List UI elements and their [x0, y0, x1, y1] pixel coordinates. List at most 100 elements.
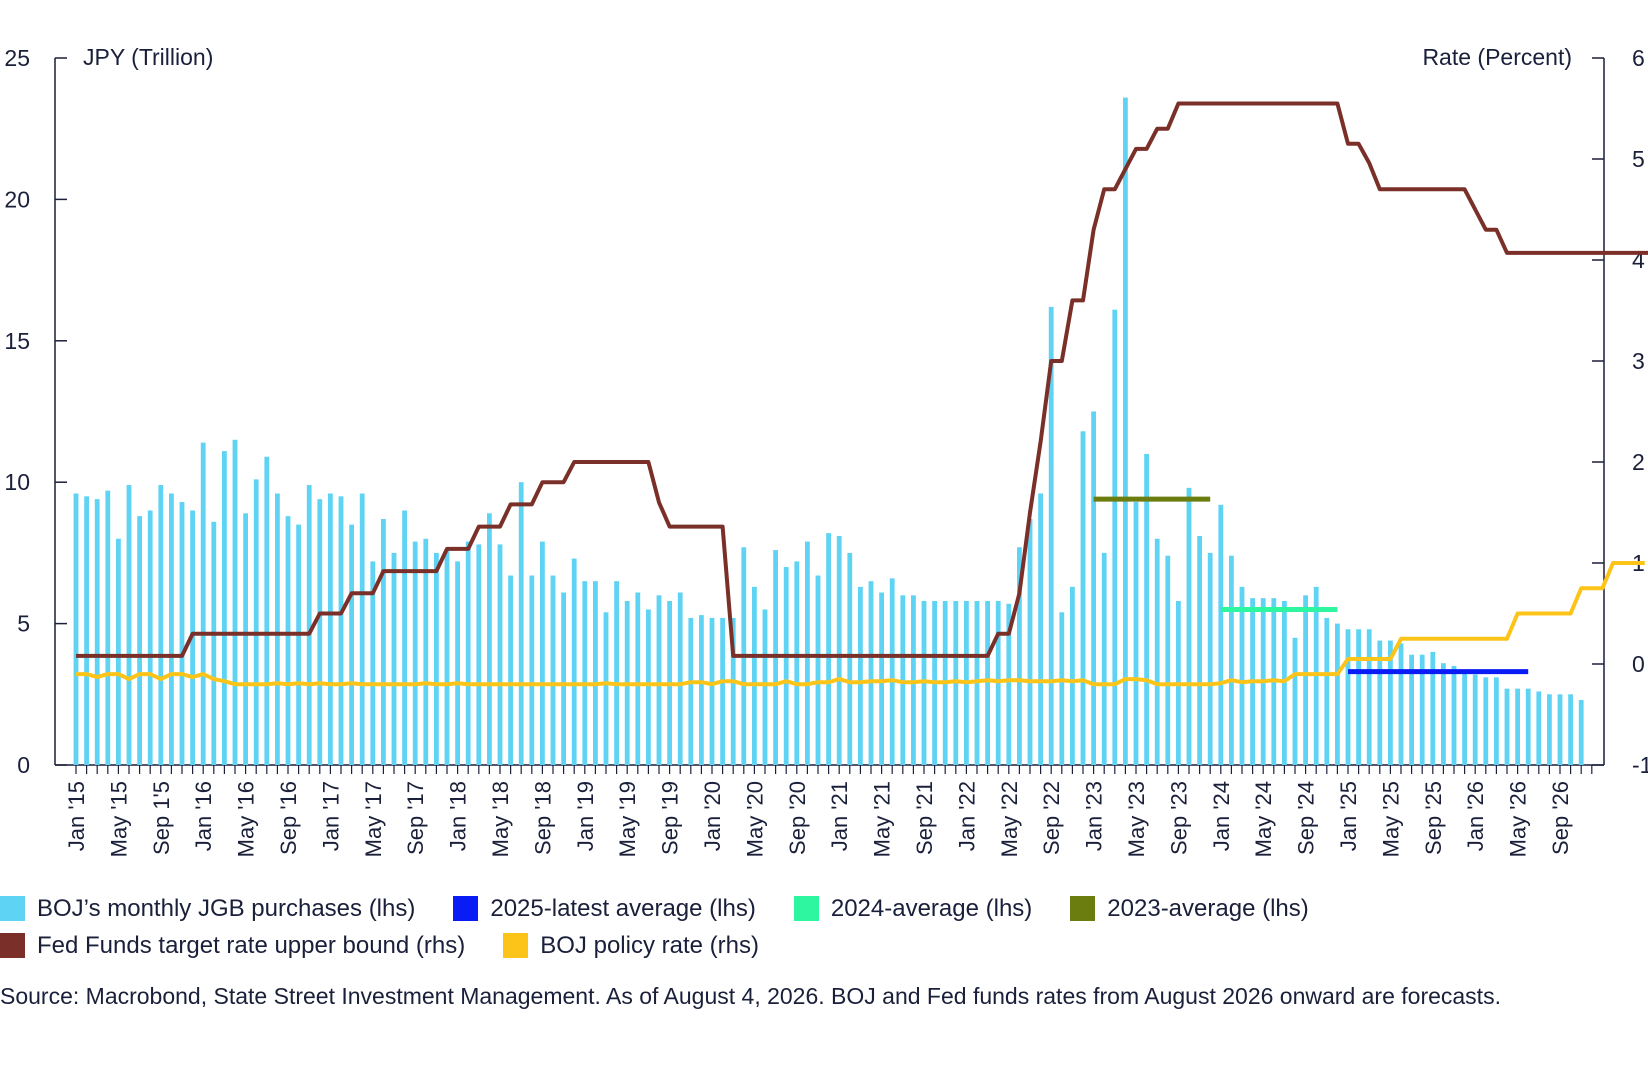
bar [1568, 694, 1573, 765]
bar [1218, 504, 1224, 765]
right-tick-label: 2 [1632, 449, 1645, 475]
bar [147, 510, 153, 765]
bar [815, 575, 821, 765]
legend-row-2: Fed Funds target rate upper bound (rhs) … [0, 927, 1648, 964]
left-tick-label: 20 [4, 186, 30, 212]
bar [243, 513, 248, 765]
jgb-purchase-bars [73, 97, 1584, 766]
left-axis: 0 5 10 15 20 25 [4, 45, 67, 778]
bar [858, 586, 863, 765]
bar [1239, 586, 1245, 765]
bar [1483, 677, 1489, 765]
x-tick-label: Jan '26 [1463, 781, 1488, 851]
bar [1345, 629, 1351, 765]
bar [1377, 640, 1383, 765]
bar [1080, 431, 1086, 765]
x-tick-label: Jan '19 [573, 781, 598, 851]
x-tick-label: Sep '25 [1421, 781, 1446, 855]
x-tick-label: Sep '24 [1294, 781, 1319, 855]
x-tick-label: May '23 [1124, 781, 1149, 857]
bar [1133, 501, 1139, 765]
bar [402, 510, 407, 765]
bar [1324, 617, 1330, 765]
bar [1059, 612, 1065, 765]
bar [1441, 663, 1446, 765]
legend-label: BOJ’s monthly JGB purchases (lhs) [37, 894, 416, 922]
bar [688, 617, 694, 765]
legend-item-2023-average: 2023-average (lhs) [1070, 895, 1309, 923]
bar [1303, 595, 1308, 765]
bar [868, 581, 874, 765]
left-tick-label: 0 [17, 752, 30, 778]
x-tick-label: May '26 [1506, 781, 1531, 857]
right-tick-label: 6 [1632, 45, 1645, 71]
bar [1494, 677, 1499, 765]
bar [1038, 493, 1043, 765]
x-tick-label: May '21 [870, 781, 895, 857]
bar [1419, 654, 1425, 765]
bar [444, 550, 450, 765]
bar [285, 516, 291, 765]
average-segments [1093, 496, 1529, 675]
bar [1165, 555, 1171, 765]
bar [1292, 637, 1298, 765]
bar [412, 541, 418, 765]
bar [391, 552, 397, 765]
x-tick-label: May '16 [234, 781, 259, 857]
bar [889, 578, 895, 765]
bar [508, 575, 513, 765]
bar [306, 485, 312, 765]
legend-swatch [503, 933, 529, 958]
x-tick-label: Sep '23 [1166, 781, 1191, 855]
bar [487, 513, 492, 765]
bar [1515, 688, 1520, 765]
x-tick-label: Jan '25 [1336, 781, 1361, 851]
bar [1048, 306, 1054, 765]
bar [1154, 538, 1160, 765]
bar [158, 485, 164, 765]
bar [275, 493, 280, 765]
bar [338, 496, 344, 765]
bar [614, 581, 619, 765]
bar [116, 538, 121, 765]
bar [476, 544, 482, 765]
boj-policy-rate-line [76, 561, 1645, 687]
bar [900, 595, 906, 765]
bar [783, 567, 789, 765]
x-tick-label: Jan '21 [827, 781, 852, 851]
bar [1207, 552, 1213, 765]
left-tick-label: 10 [4, 469, 30, 495]
x-tick-label: May '15 [106, 781, 131, 857]
bar [550, 575, 556, 765]
bar [232, 439, 238, 765]
x-axis: Jan '15 May '15 Sep 1'5 Jan '16 May '16 Sep '… [55, 764, 1604, 857]
bar [540, 541, 545, 765]
bar [1409, 654, 1414, 765]
bar [879, 592, 884, 765]
x-tick-label: Jan '23 [1082, 781, 1107, 851]
bar [826, 533, 831, 765]
bar [1366, 629, 1372, 765]
x-tick-label: May '20 [742, 781, 767, 857]
bar [1144, 453, 1149, 765]
bar [1356, 629, 1361, 765]
bar [200, 442, 206, 765]
x-tick-label: Sep '19 [658, 781, 683, 855]
x-tick-label: Sep '20 [785, 781, 810, 855]
x-tick-label: Sep 1'5 [149, 781, 174, 855]
bar [699, 615, 704, 765]
left-tick-label: 5 [17, 611, 30, 637]
x-tick-label: Sep '21 [912, 781, 937, 855]
bar [497, 544, 503, 765]
legend-item-2025-average: 2025-latest average (lhs) [453, 895, 756, 923]
bar [561, 592, 566, 765]
bar [359, 493, 365, 765]
bar [1197, 535, 1202, 765]
legend-row-1: BOJ’s monthly JGB purchases (lhs) 2025-l… [0, 890, 1648, 927]
x-tick-label: Jan '15 [64, 781, 89, 851]
x-tick-label: May '17 [361, 781, 386, 857]
legend-item-boj-policy-rate: BOJ policy rate (rhs) [503, 932, 759, 960]
x-tick-label: May '24 [1251, 781, 1276, 857]
